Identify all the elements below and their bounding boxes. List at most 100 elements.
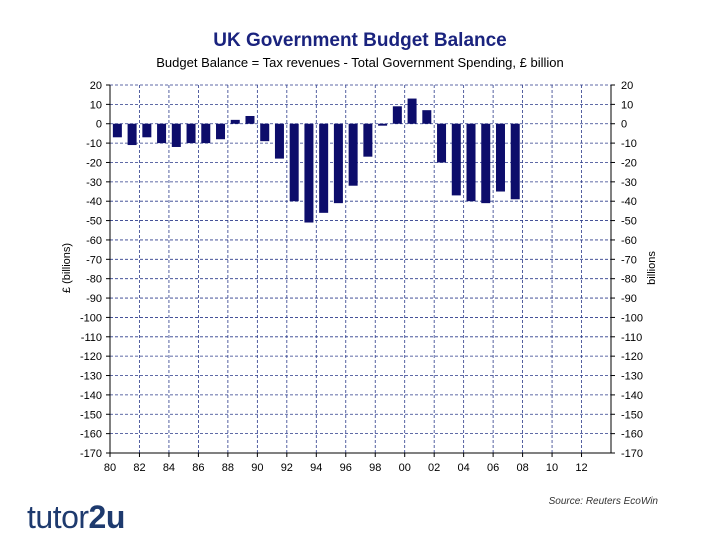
bar — [437, 123, 447, 163]
left-tick-label: -100 — [80, 312, 102, 324]
left-tick-label: -90 — [86, 293, 102, 305]
bar — [245, 115, 255, 124]
x-tick-label: 98 — [369, 462, 381, 474]
source-note: Source: Reuters EcoWin — [548, 496, 658, 507]
bar — [112, 123, 122, 138]
left-tick-label: -50 — [86, 216, 102, 228]
left-tick-label: -110 — [81, 332, 102, 344]
bar — [127, 123, 137, 146]
right-tick-label: -170 — [621, 448, 643, 460]
right-tick-label: -80 — [621, 274, 637, 286]
bar — [274, 123, 284, 159]
chart-subtitle: Budget Balance = Tax revenues - Total Go… — [156, 55, 564, 70]
x-tick-label: 86 — [192, 462, 204, 474]
bar — [466, 123, 476, 202]
right-tick-label: -30 — [621, 177, 637, 189]
x-tick-label: 90 — [251, 462, 263, 474]
right-tick-label: -60 — [621, 235, 637, 247]
right-tick-label: -10 — [621, 138, 637, 150]
left-tick-label: -140 — [80, 390, 102, 402]
right-tick-label: -40 — [621, 196, 637, 208]
left-tick-label: -150 — [80, 409, 102, 421]
left-tick-label: -170 — [80, 448, 102, 460]
right-tick-label: 10 — [621, 99, 633, 111]
chart-title: UK Government Budget Balance — [213, 30, 507, 51]
left-tick-labels: 20 10 0 -10 -20 -30 -40 -50 -60 -70 -80 -90 -100 -110… — [80, 80, 102, 460]
grid-lines — [110, 84, 611, 454]
right-tick-label: -120 — [621, 351, 643, 363]
x-tick-label: 02 — [428, 462, 440, 474]
bar — [216, 123, 226, 140]
right-tick-label: -50 — [621, 216, 637, 228]
left-tick-label: 10 — [90, 99, 102, 111]
bar — [142, 123, 152, 138]
bar — [157, 123, 167, 144]
right-tick-label: -100 — [621, 312, 643, 324]
x-tick-label: 80 — [104, 462, 116, 474]
tutor2u-logo: tutor2u — [27, 499, 125, 536]
bar — [333, 123, 343, 204]
right-tick-label: -90 — [621, 293, 637, 305]
right-tick-label: 20 — [621, 80, 633, 92]
x-tick-label: 04 — [458, 462, 470, 474]
logo-text-2u: 2u — [88, 499, 126, 535]
y-axis-label-right: billions — [646, 251, 658, 285]
bar — [348, 123, 358, 186]
bar — [186, 123, 196, 144]
bar — [422, 110, 432, 124]
bar — [304, 123, 314, 223]
right-tick-label: -140 — [621, 390, 643, 402]
right-tick-label: -150 — [621, 409, 643, 421]
x-tick-label: 00 — [399, 462, 411, 474]
right-tick-label: -110 — [621, 332, 642, 344]
left-tick-label: -20 — [86, 157, 102, 169]
logo-text-tutor: tutor — [27, 499, 89, 535]
x-tick-label: 10 — [546, 462, 558, 474]
bar — [260, 123, 270, 142]
bars — [112, 98, 520, 223]
bar — [481, 123, 491, 204]
x-tick-label: 88 — [222, 462, 234, 474]
x-tick-label: 12 — [575, 462, 587, 474]
x-tick-labels: 80 82 84 86 88 90 92 94 96 98 00 02 04 06 08 10 12 — [104, 462, 588, 474]
axes — [106, 84, 615, 457]
x-tick-label: 06 — [487, 462, 499, 474]
bar — [392, 106, 402, 124]
bar — [495, 123, 505, 192]
x-tick-label: 92 — [281, 462, 293, 474]
bar — [510, 123, 520, 200]
bar — [319, 123, 329, 213]
left-tick-label: -80 — [86, 274, 102, 286]
bar — [407, 98, 417, 124]
left-tick-label: -10 — [86, 138, 102, 150]
left-tick-label: -40 — [86, 196, 102, 208]
bar — [378, 123, 388, 126]
bar — [363, 123, 373, 157]
left-tick-label: 0 — [96, 119, 102, 131]
x-tick-label: 82 — [133, 462, 145, 474]
right-tick-labels: 20 10 0 -10 -20 -30 -40 -50 -60 -70 -80 -90 -100 -110… — [621, 80, 643, 460]
x-tick-label: 84 — [163, 462, 175, 474]
left-tick-label: -60 — [86, 235, 102, 247]
left-tick-label: -130 — [80, 371, 102, 383]
x-tick-label: 94 — [310, 462, 322, 474]
bar — [201, 123, 211, 144]
right-tick-label: -160 — [621, 429, 643, 441]
left-tick-label: -30 — [86, 177, 102, 189]
left-tick-label: 20 — [90, 80, 102, 92]
right-tick-label: -70 — [621, 254, 637, 266]
x-tick-label: 08 — [516, 462, 528, 474]
right-tick-label: 0 — [621, 119, 627, 131]
x-tick-label: 96 — [340, 462, 352, 474]
left-tick-label: -70 — [86, 254, 102, 266]
bar — [289, 123, 299, 202]
right-tick-label: -20 — [621, 157, 637, 169]
bar — [451, 123, 461, 196]
right-tick-label: -130 — [621, 371, 643, 383]
bar — [171, 123, 181, 147]
left-tick-label: -120 — [80, 351, 102, 363]
left-tick-label: -160 — [80, 429, 102, 441]
y-axis-label-left: £ (billions) — [61, 243, 73, 293]
bar — [230, 119, 240, 124]
